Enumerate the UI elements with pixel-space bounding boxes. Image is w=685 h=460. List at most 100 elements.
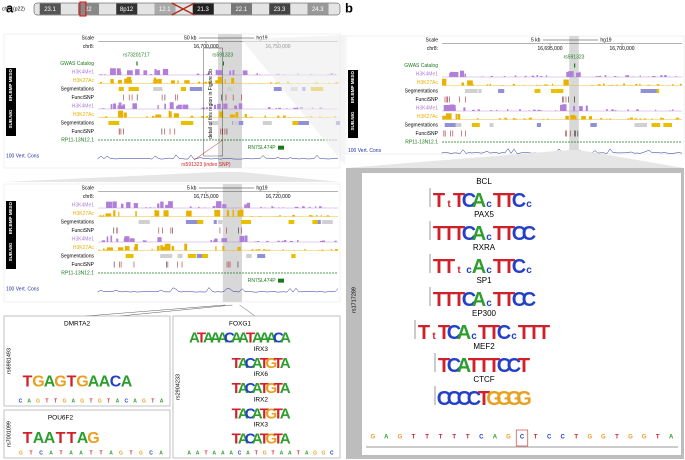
seq-letter: T [99,450,102,456]
signal [453,104,456,111]
seq-letter: G [142,398,146,404]
signal [319,206,322,208]
signal [265,249,267,251]
group-box [6,68,16,102]
signal [117,105,120,109]
signal [477,109,479,111]
signal [454,72,459,77]
snp-tick [574,130,575,137]
signal [653,76,657,77]
group-label: SUB.NIG [8,109,13,128]
seq-letter: C [479,435,484,441]
snp-tick [570,130,571,137]
logo-letter: A [280,355,291,372]
signal [294,206,298,208]
seq-letter: A [187,450,191,456]
segment [194,220,204,224]
signal [259,74,261,75]
seq-letter: G [642,435,647,441]
snp-tick [177,261,178,268]
segment [489,123,494,127]
logo-letter: T [274,380,284,397]
signal [611,84,613,86]
logo-letter: A [238,380,249,397]
signal [507,109,509,111]
signal [117,68,120,75]
gene-label: RP11-13N12.1 [61,270,94,276]
chrom-label: chr8: [83,194,94,200]
signal [200,116,204,118]
segment [197,254,209,258]
motif-name: FOXG1 [229,321,251,328]
signal [222,204,227,208]
signal [463,107,466,111]
motif-name: IRX3 [254,346,269,353]
logo-letter: C [462,223,476,245]
logo-letter: T [468,355,480,377]
panel-label: a [6,0,14,15]
scale-value: 5 kb [187,185,197,191]
signal [106,201,112,208]
signal [643,118,647,120]
logo-letter: C [497,355,511,377]
signal [606,109,608,111]
logo-letter: T [443,289,455,311]
track-label: Segmentations [405,88,439,94]
signal [112,201,117,208]
signal [504,117,507,120]
highlight [569,36,579,154]
logo-letter: C [273,330,284,347]
seq-letter: T [297,450,300,456]
logo-letter: T [488,355,500,377]
logo-letter: A [88,374,100,391]
snp-tick [221,128,223,135]
seq-letter: G [263,450,267,456]
snp-tick [465,130,466,137]
logo-letter: T [453,223,465,245]
signal [651,76,655,77]
segment [322,220,333,224]
signal [154,69,157,75]
signal [514,75,517,77]
signal [250,116,253,118]
logo-letter: c [511,331,517,342]
motif-box [3,409,171,459]
signal [153,77,157,84]
signal [478,109,480,111]
logo-letter: T [67,374,77,391]
zoom-line [85,304,226,317]
signal [611,109,614,111]
signal [124,237,126,242]
signal [669,110,671,111]
seq-letter: A [221,450,225,456]
signal [674,118,678,120]
motif-box [172,315,341,459]
logo-letter: T [528,322,540,344]
signal [512,83,515,86]
seq-letter: T [59,450,62,456]
signal [126,202,131,208]
logo-letter: T [274,405,284,422]
signal [169,102,174,109]
logo-letter: C [462,289,476,311]
signal [134,244,138,251]
seq-letter: C [124,398,128,404]
snp-tick [444,96,446,103]
snp-tick [461,130,462,137]
logo-letter: T [274,430,284,447]
signal [563,79,566,86]
signal [198,81,201,84]
logo-letter: A [280,330,291,347]
signal [562,104,567,111]
signal [149,207,152,208]
signal [165,204,170,208]
segment [180,121,191,125]
signal [157,245,160,251]
gwas-mark [136,61,138,66]
signal [255,249,259,251]
signal [103,214,105,217]
signal [246,202,251,208]
snp-tick [128,94,130,101]
snp-tick [224,128,226,135]
segment [640,89,651,93]
